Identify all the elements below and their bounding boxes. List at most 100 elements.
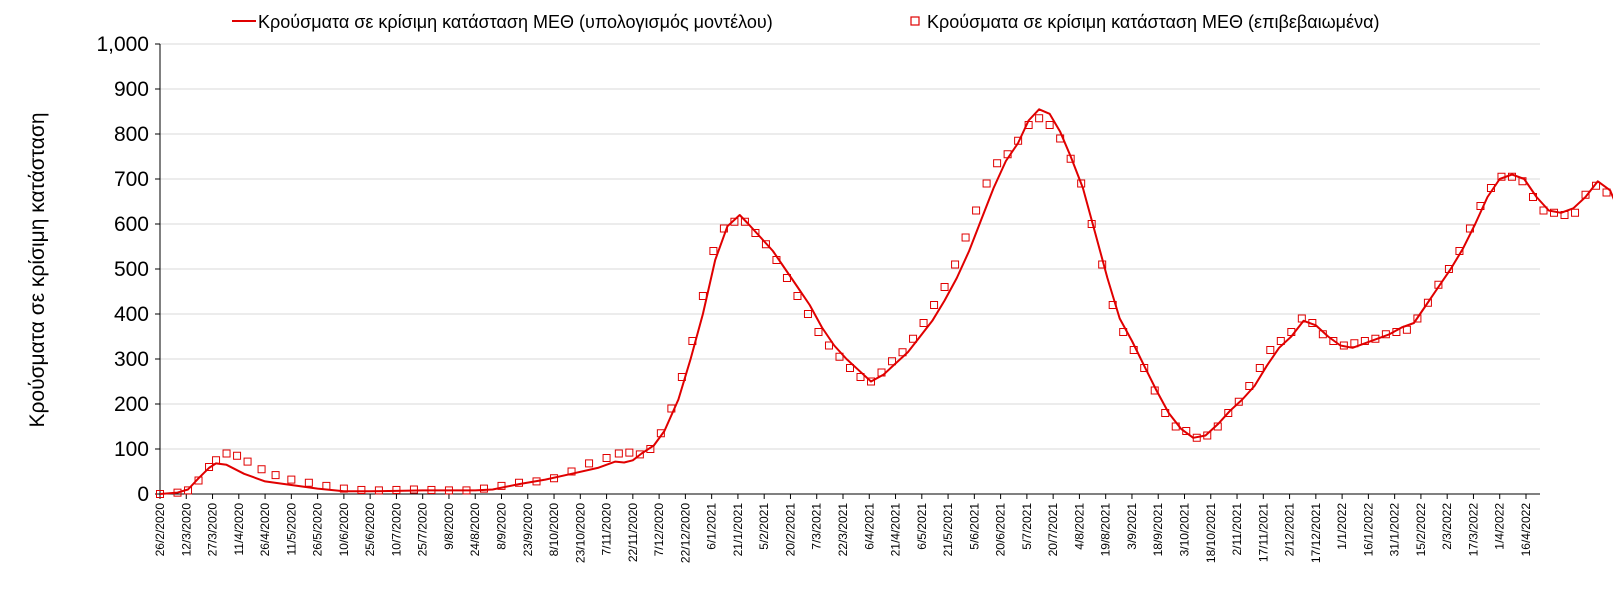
series-point-confirmed <box>233 451 242 460</box>
series-point-confirmed <box>1287 328 1296 336</box>
series-point-confirmed <box>184 486 193 495</box>
y-tick-label: 1,000 <box>96 33 149 56</box>
series-point-confirmed <box>677 373 686 381</box>
x-tick-label: 11/4/2020 <box>232 503 246 556</box>
series-point-confirmed <box>357 485 366 494</box>
series-point-confirmed <box>1056 134 1065 143</box>
series-point-confirmed <box>1465 224 1474 233</box>
x-tick-label: 26/2/2020 <box>153 503 167 557</box>
series-point-confirmed <box>1203 431 1212 440</box>
x-tick-label: 20/2/2021 <box>783 503 797 557</box>
series-point-confirmed <box>1339 341 1348 350</box>
x-tick-label: 5/2/2021 <box>757 503 771 550</box>
y-tick-label: 900 <box>114 78 149 101</box>
series-point-confirmed <box>1150 386 1159 395</box>
x-tick-label: 12/3/2020 <box>179 503 193 557</box>
legend-label-model: Κρούσματα σε κρίσιμη κατάσταση ΜΕΘ (υπολ… <box>258 12 773 32</box>
x-tick-label: 22/11/2020 <box>626 503 640 562</box>
series-point-confirmed <box>1245 382 1254 390</box>
series-point-confirmed <box>793 292 802 300</box>
series-point-confirmed <box>761 240 770 249</box>
series-point-confirmed <box>740 217 749 226</box>
series-point-confirmed <box>550 474 559 483</box>
x-tick-label: 25/6/2020 <box>363 503 377 557</box>
x-tick-label: 26/5/2020 <box>311 503 325 557</box>
x-tick-label: 19/8/2021 <box>1099 503 1113 557</box>
series-point-confirmed <box>982 179 991 188</box>
x-tick-label: 6/4/2021 <box>862 503 876 550</box>
series-point-confirmed <box>625 448 634 457</box>
series-point-confirmed <box>532 477 541 486</box>
series-point-confirmed <box>667 404 676 413</box>
series-point-confirmed <box>1266 346 1275 354</box>
x-tick-label: 10/6/2020 <box>337 503 351 557</box>
series-point-confirmed <box>1129 346 1138 354</box>
series-point-confirmed <box>462 486 471 495</box>
y-tick-label: 100 <box>114 438 149 461</box>
series-point-confirmed <box>1119 328 1128 336</box>
series-point-confirmed <box>709 247 718 255</box>
series-point-confirmed <box>567 467 576 476</box>
x-tick-label: 11/5/2020 <box>284 503 298 556</box>
x-tick-label: 1/1/2022 <box>1335 503 1349 550</box>
series-point-confirmed <box>1434 280 1443 289</box>
series-point-confirmed <box>782 274 791 282</box>
series-point-confirmed <box>271 471 280 480</box>
series-point-confirmed <box>698 292 707 300</box>
series-point-confirmed <box>635 450 644 459</box>
x-tick-label: 23/10/2020 <box>573 503 587 563</box>
x-tick-label: 17/11/2021 <box>1256 503 1270 562</box>
series-point-confirmed <box>951 260 960 269</box>
series-point-confirmed <box>1255 364 1264 372</box>
series-point-confirmed <box>772 256 781 264</box>
legend-label-confirmed: Κρούσματα σε κρίσιμη κατάσταση ΜΕΘ (επιβ… <box>927 12 1379 32</box>
series-point-confirmed <box>1455 247 1464 255</box>
series-point-confirmed <box>1602 188 1611 197</box>
series-point-confirmed <box>1077 179 1086 188</box>
x-tick-label: 16/4/2022 <box>1519 503 1533 557</box>
series-point-confirmed <box>1413 314 1422 323</box>
series-point-confirmed <box>212 456 221 465</box>
series-point-confirmed <box>835 352 844 361</box>
series-point-confirmed <box>1507 172 1516 181</box>
x-tick-label: 5/7/2021 <box>1020 503 1034 550</box>
series-point-confirmed <box>688 337 697 345</box>
y-tick-label: 700 <box>114 168 149 191</box>
series-point-confirmed <box>1140 364 1149 372</box>
x-tick-label: 2/3/2022 <box>1440 503 1454 550</box>
x-tick-label: 9/8/2020 <box>442 503 456 550</box>
x-tick-label: 6/5/2021 <box>915 503 929 550</box>
x-ticks: 26/2/2020 12/3/2020 27/3/2020 11/4/2020 26/4… <box>153 494 1533 563</box>
series-point-confirmed <box>1423 298 1432 307</box>
series-point-confirmed <box>1308 319 1317 327</box>
series-point-confirmed <box>1402 325 1411 334</box>
series-point-confirmed <box>1224 409 1233 417</box>
series-point-confirmed <box>1035 114 1044 123</box>
series-point-confirmed <box>1392 328 1401 336</box>
y-tick-label: 400 <box>114 303 149 326</box>
series-point-confirmed <box>1213 422 1222 431</box>
series-markers <box>156 114 1611 498</box>
series-point-confirmed <box>1444 265 1453 273</box>
series-point-confirmed <box>814 328 823 336</box>
series-point-confirmed <box>1592 181 1601 190</box>
series-point-confirmed <box>867 377 876 386</box>
x-tick-label: 18/10/2021 <box>1204 503 1218 563</box>
series-point-confirmed <box>961 233 970 242</box>
x-tick-label: 6/1/2021 <box>705 503 719 550</box>
series-point-confirmed <box>173 488 182 497</box>
y-tick-label: 600 <box>114 213 149 236</box>
series-point-confirmed <box>1003 150 1012 159</box>
series-point-confirmed <box>930 301 939 309</box>
series-point-confirmed <box>656 429 665 438</box>
series-point-confirmed <box>409 485 418 494</box>
series-point-confirmed <box>515 478 524 487</box>
x-tick-label: 26/4/2020 <box>258 503 272 557</box>
series-point-confirmed <box>1476 202 1485 210</box>
series-point-confirmed <box>287 475 296 484</box>
x-tick-label: 4/8/2021 <box>1072 503 1086 550</box>
series-point-confirmed <box>614 449 623 458</box>
series-lines <box>159 108 1613 495</box>
series-point-confirmed <box>856 373 865 381</box>
series-point-confirmed <box>1108 301 1117 309</box>
